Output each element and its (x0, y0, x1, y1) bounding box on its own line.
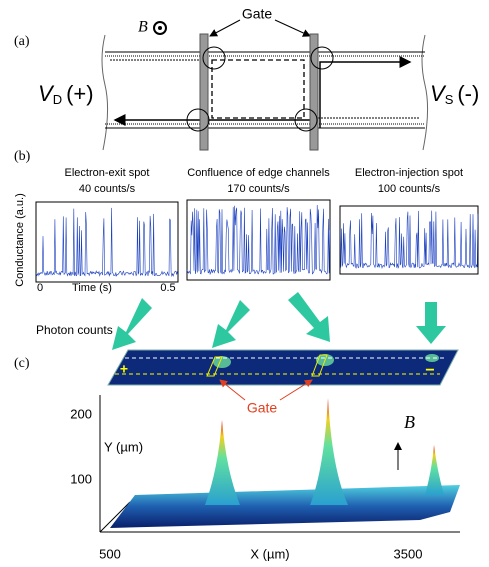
trace-rate: 100 counts/s (378, 183, 441, 195)
gate-arrow (275, 20, 310, 36)
trace-rate: 170 counts/s (227, 183, 290, 195)
gate (310, 34, 318, 150)
z-tick-label: 100 (70, 471, 92, 486)
panel-label: (a) (14, 34, 30, 49)
x-tick-label: 0.5 (160, 282, 175, 294)
plus-label: + (120, 361, 128, 377)
x-tick-label: 0 (37, 282, 43, 294)
trace-title: Confluence of edge channels (187, 167, 330, 179)
z-tick-label: 200 (70, 406, 92, 421)
surface (110, 485, 460, 528)
panel-b: (b) Conductance (a.u.) 0 Time (s) 0.5 El… (14, 149, 478, 294)
surface-peak (425, 445, 444, 495)
figure: (a) B Gate VD(+) VS(-) (b) Conductance (… (0, 0, 489, 567)
gate-arrow (210, 20, 240, 36)
trace-frame (187, 200, 330, 280)
y-axis-label: Y (µm) (104, 439, 143, 454)
trace-title: Electron-exit spot (65, 167, 150, 179)
pointer-arrow (112, 298, 152, 350)
surface-peak (205, 420, 240, 505)
trace-rate: 40 counts/s (79, 183, 136, 195)
pointer-arrow (288, 292, 330, 342)
pointer-arrow (416, 302, 446, 344)
x-tick-label: 3500 (394, 546, 423, 561)
panel-label: (c) (14, 356, 30, 371)
y-axis-label: Conductance (a.u.) (14, 193, 26, 287)
gate (200, 34, 208, 150)
field-label: B (138, 19, 148, 36)
gate-label: Gate (247, 400, 278, 416)
trace-frame (36, 202, 178, 282)
pointer-arrow (212, 300, 250, 348)
x-axis-label: Time (s) (72, 282, 112, 294)
field-dot (158, 26, 162, 30)
photon-counts-label: Photon counts (36, 323, 113, 337)
trace-title: Electron-injection spot (355, 167, 463, 179)
x-tick-label: 500 (99, 546, 121, 561)
gate-label: Gate (242, 6, 273, 22)
source-label: VS(-) (430, 81, 479, 108)
panel-a: (a) B Gate VD(+) VS(-) (14, 6, 479, 150)
field-label: B (404, 412, 415, 432)
pointer-arrows (112, 292, 446, 350)
inner-loop (212, 60, 304, 118)
emission-map (108, 350, 458, 385)
minus-label: − (425, 362, 434, 379)
drain-label: VD(+) (38, 81, 94, 108)
x-axis-label: X (µm) (250, 546, 289, 561)
panel-label: (b) (14, 149, 31, 164)
panel-c: Photon counts (c) + − Gate 200 100 Y (µm… (14, 323, 460, 561)
